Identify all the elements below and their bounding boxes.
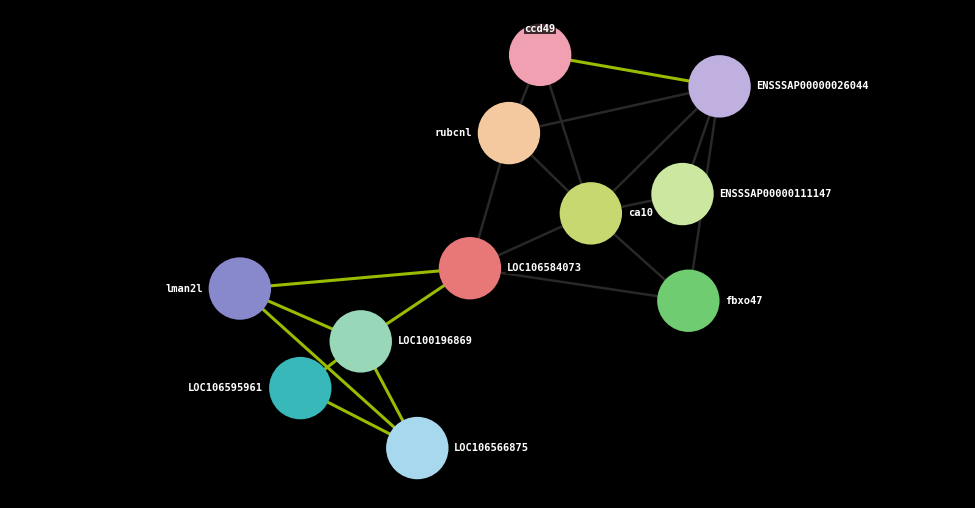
- Text: LOC106584073: LOC106584073: [507, 263, 582, 273]
- Ellipse shape: [330, 310, 392, 372]
- Text: fbxo47: fbxo47: [725, 296, 762, 306]
- Ellipse shape: [386, 417, 448, 479]
- Ellipse shape: [688, 55, 751, 117]
- Ellipse shape: [560, 182, 622, 244]
- Text: ccd49: ccd49: [525, 23, 556, 34]
- Text: LOC100196869: LOC100196869: [398, 336, 473, 346]
- Text: ca10: ca10: [628, 208, 653, 218]
- Text: LOC106595961: LOC106595961: [188, 383, 263, 393]
- Ellipse shape: [509, 24, 571, 86]
- Ellipse shape: [478, 102, 540, 164]
- Ellipse shape: [439, 237, 501, 299]
- Ellipse shape: [651, 163, 714, 225]
- Ellipse shape: [657, 270, 720, 332]
- Ellipse shape: [269, 357, 332, 419]
- Text: LOC106566875: LOC106566875: [454, 443, 529, 453]
- Text: ENSSSAP00000026044: ENSSSAP00000026044: [757, 81, 869, 91]
- Text: lman2l: lman2l: [166, 283, 203, 294]
- Text: rubcnl: rubcnl: [435, 128, 472, 138]
- Ellipse shape: [209, 258, 271, 320]
- Text: ENSSSAP00000111147: ENSSSAP00000111147: [720, 189, 832, 199]
